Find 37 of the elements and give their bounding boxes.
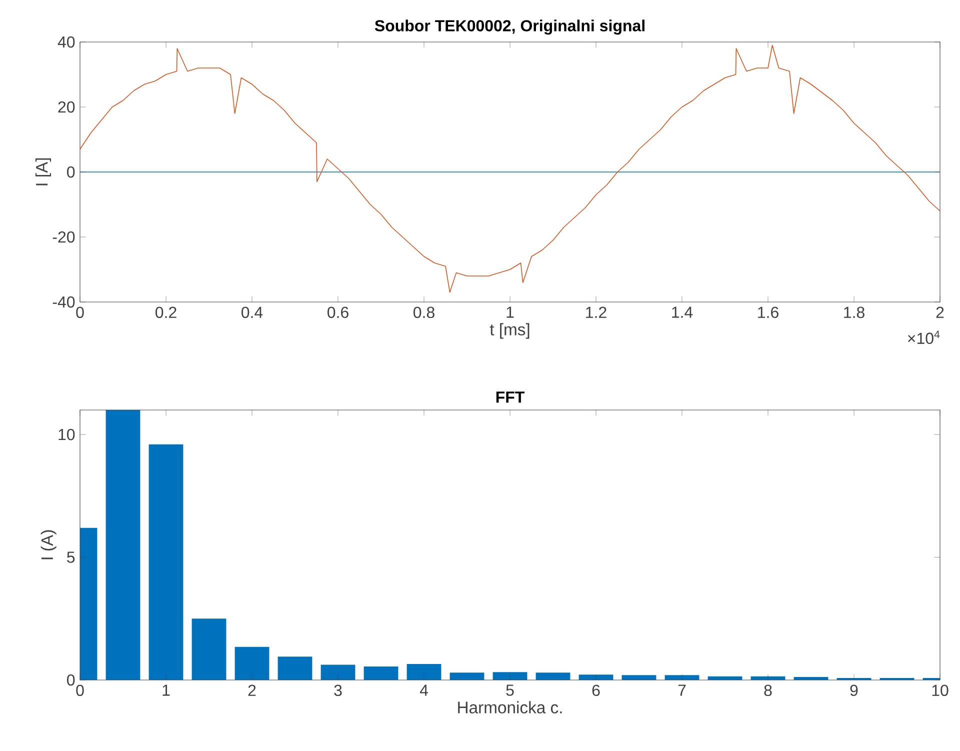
x-tick-label: 0 <box>76 306 84 318</box>
x-tick-label: 7 <box>678 684 686 696</box>
x-tick-label: 1.6 <box>758 306 778 318</box>
x-tick-label: 10 <box>932 684 948 696</box>
text: ×10$^{4}$ <box>908 330 940 344</box>
x-tick-label: 1 <box>162 684 170 696</box>
x-tick-label: 0.6 <box>328 306 348 318</box>
y-axis-title: I [A] <box>35 158 52 186</box>
chart-title: Soubor TEK00002, Originalni signal <box>374 20 644 35</box>
y-tick-label: 40 <box>58 36 75 48</box>
y-tick-label: 0 <box>67 674 75 686</box>
y-tick-label: 10 <box>58 428 75 440</box>
y-tick-label: -20 <box>52 231 75 243</box>
x-tick-label: 1.2 <box>586 306 606 318</box>
x-tick-label: 0.8 <box>414 306 434 318</box>
y-axis-title: I (A) <box>40 530 56 560</box>
y-tick-label: -40 <box>52 296 75 308</box>
x-tick-label: 8 <box>764 684 772 696</box>
chart-title: FFT <box>496 392 524 403</box>
x-axis-title: Harmonicka c. <box>458 701 562 714</box>
x-tick-label: 9 <box>850 684 858 696</box>
x-tick-label: 1.8 <box>844 306 864 318</box>
x-tick-label: 2 <box>248 684 256 696</box>
x-axis-title: t [ms] <box>490 323 530 339</box>
x-tick-label: 4 <box>420 684 428 696</box>
x-tick-label: 6 <box>592 684 600 696</box>
y-tick-label: 5 <box>67 552 75 563</box>
x-tick-label: 3 <box>334 684 342 696</box>
x-tick-label: 0.2 <box>156 306 176 318</box>
y-tick-label: 0 <box>67 166 75 178</box>
x-tick-label: 5 <box>506 684 514 696</box>
x-tick-label: 1.4 <box>672 306 693 318</box>
y-tick-label: 20 <box>58 101 75 113</box>
x-tick-label: 0 <box>76 684 84 696</box>
x-tick-label: 1 <box>506 306 514 318</box>
x-tick-label: 0.4 <box>242 306 263 318</box>
x-tick-label: 2 <box>936 306 944 318</box>
